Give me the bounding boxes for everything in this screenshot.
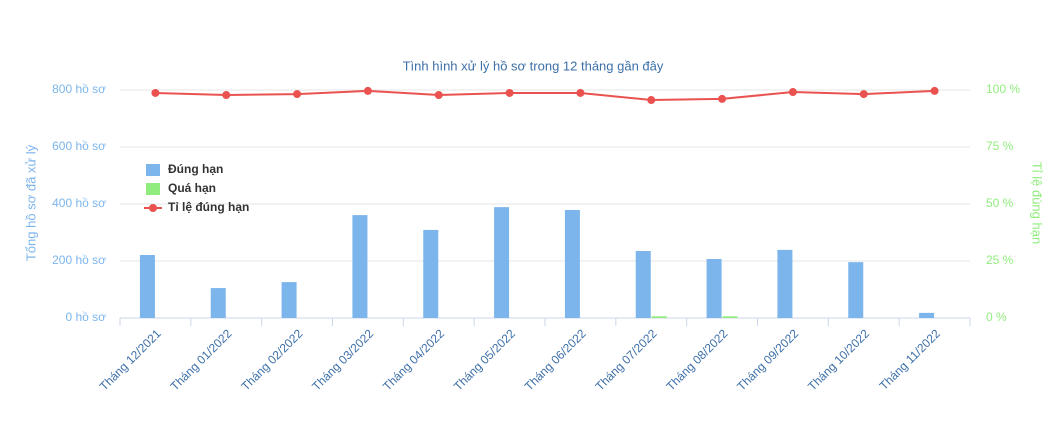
line-marker xyxy=(647,96,656,105)
line xyxy=(155,89,935,102)
y2-tick-label: 100 % xyxy=(986,82,1020,96)
chart-title: Tình hình xử lý hồ sơ trong 12 tháng gần… xyxy=(403,58,664,73)
legend-label: Đúng hạn xyxy=(168,162,223,176)
x-tick-label: Tháng 11/2022 xyxy=(877,326,944,393)
y-tick-label: 200 hồ sơ xyxy=(52,253,106,267)
x-tick-label: Tháng 03/2022 xyxy=(309,326,376,393)
y2-tick-label: 50 % xyxy=(986,196,1014,210)
bar xyxy=(706,259,722,318)
legend-swatch xyxy=(146,164,160,176)
legend-label: Quá hạn xyxy=(168,181,216,195)
bar xyxy=(139,255,155,318)
line-marker xyxy=(293,90,302,99)
bar xyxy=(848,262,864,318)
line-marker xyxy=(576,88,585,97)
bar xyxy=(352,215,368,318)
x-tick-label: Tháng 10/2022 xyxy=(805,326,872,393)
y2-tick-label: 25 % xyxy=(986,253,1014,267)
bar xyxy=(494,207,510,318)
bar xyxy=(423,229,439,318)
legend-swatch xyxy=(146,183,160,195)
x-tick-label: Tháng 12/2021 xyxy=(97,326,164,393)
bar xyxy=(564,209,580,318)
x-tick-label: Tháng 05/2022 xyxy=(451,326,518,393)
line-marker xyxy=(222,91,231,100)
line-marker xyxy=(363,86,372,95)
x-tick-label: Tháng 08/2022 xyxy=(663,326,730,393)
line-marker xyxy=(151,88,160,97)
y-tick-label: 800 hồ sơ xyxy=(52,82,106,96)
line-marker xyxy=(859,90,868,99)
line-marker xyxy=(434,91,443,100)
y2-tick-label: 75 % xyxy=(986,139,1014,153)
legend-swatch xyxy=(149,204,157,212)
bar xyxy=(281,282,297,318)
x-tick-label: Tháng 07/2022 xyxy=(593,326,660,393)
line-marker xyxy=(505,88,514,97)
bar xyxy=(651,316,667,318)
x-tick-label: Tháng 09/2022 xyxy=(734,326,801,393)
line-marker xyxy=(788,88,797,97)
bar xyxy=(919,312,935,318)
x-tick-label: Tháng 01/2022 xyxy=(168,326,235,393)
y-axis-title: Tổng hồ sơ đã xử lý xyxy=(23,144,38,261)
bar xyxy=(777,249,793,318)
y-tick-label: 400 hồ sơ xyxy=(52,196,106,210)
y2-tick-label: 0 % xyxy=(986,310,1007,324)
y-tick-label: 0 hồ sơ xyxy=(65,310,106,324)
x-tick-label: Tháng 04/2022 xyxy=(380,326,447,393)
line-marker xyxy=(930,86,939,95)
x-tick-label: Tháng 06/2022 xyxy=(522,326,589,393)
bar xyxy=(635,251,651,318)
x-tick-label: Tháng 02/2022 xyxy=(238,326,305,393)
y-tick-label: 600 hồ sơ xyxy=(52,139,106,153)
line-marker xyxy=(718,94,727,103)
bar xyxy=(210,288,226,318)
bar xyxy=(722,316,738,318)
legend-label: Tỉ lệ đúng hạn xyxy=(168,200,249,214)
y2-axis-title: Tỉ lệ đúng hạn xyxy=(1030,162,1045,244)
